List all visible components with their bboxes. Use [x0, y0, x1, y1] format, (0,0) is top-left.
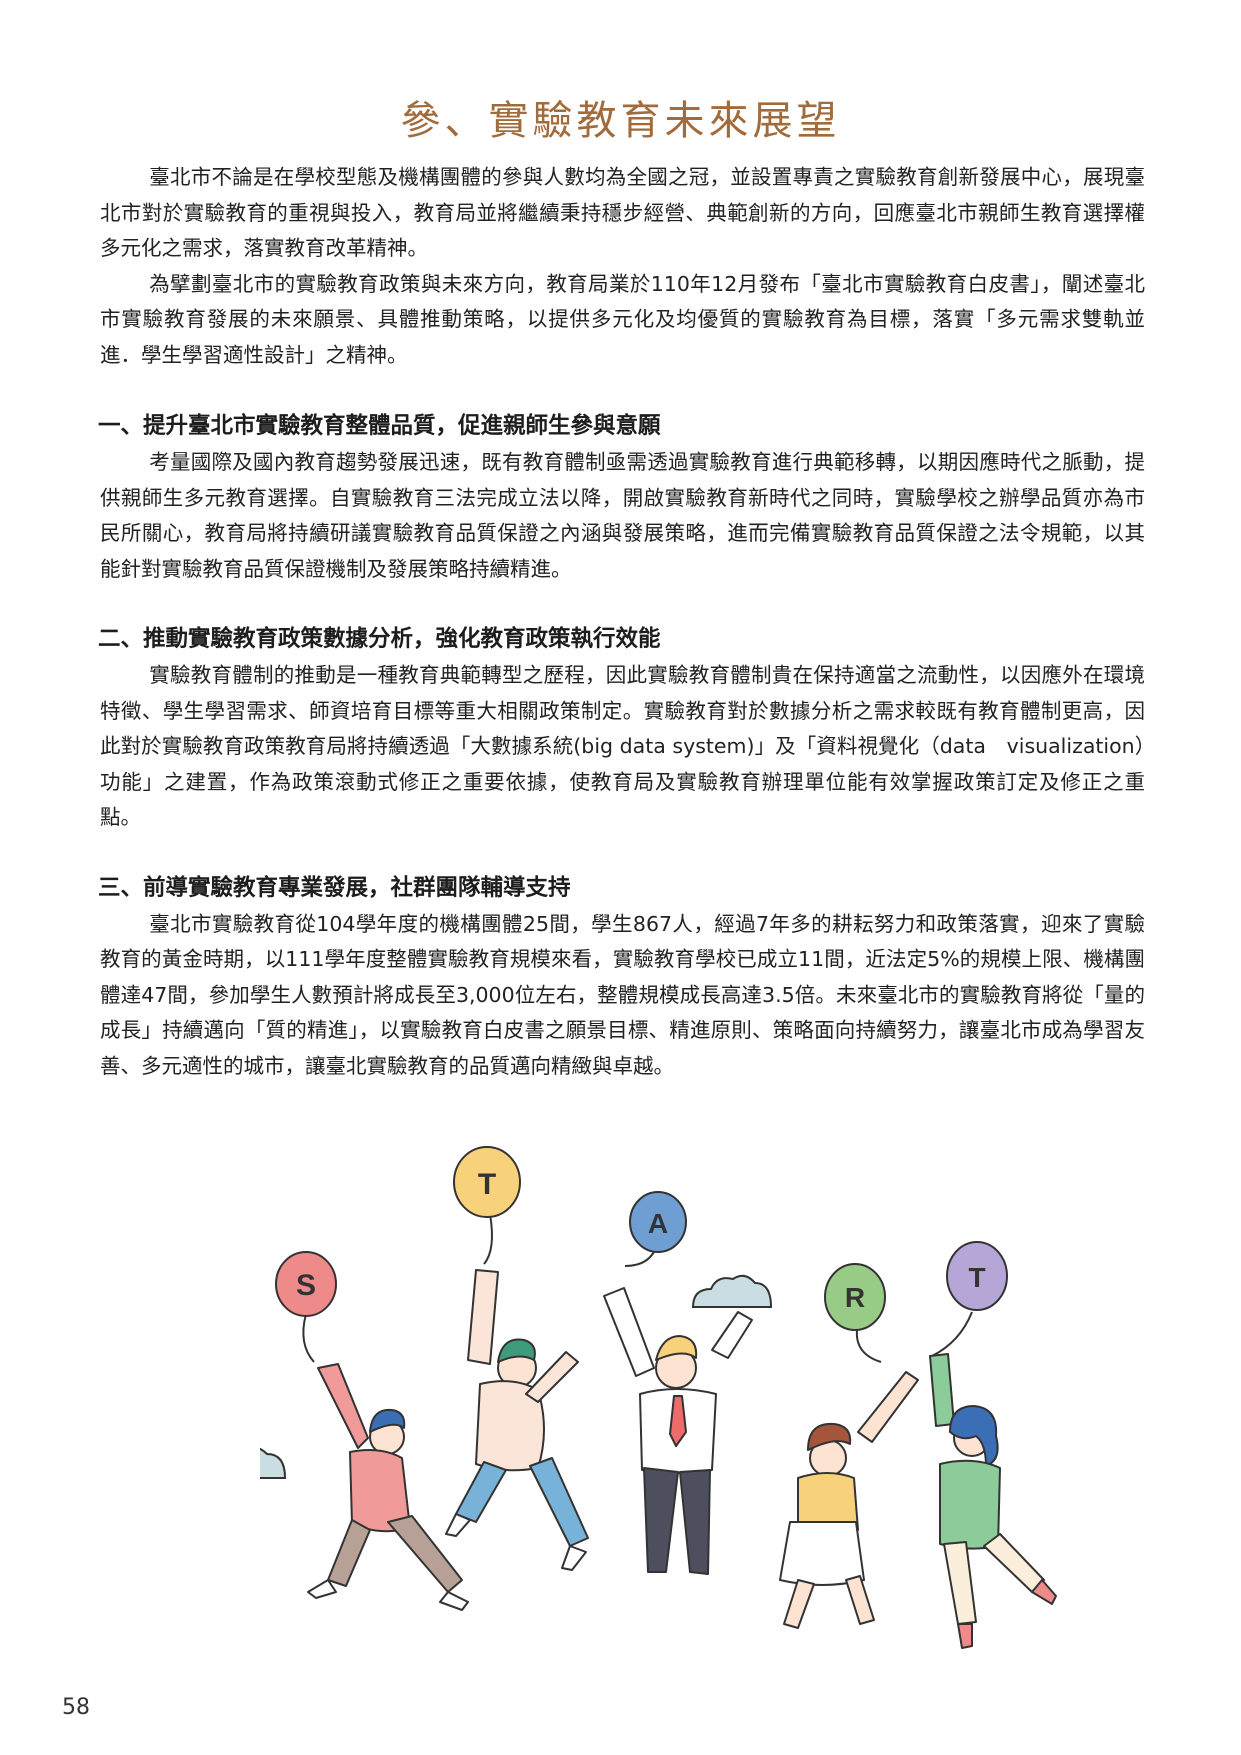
section-body-2: 實驗教育體制的推動是一種教育典範轉型之歷程，因此實驗教育體制貴在保持適當之流動性…: [100, 663, 1145, 829]
jumping-person-icon: [929, 1353, 1057, 1649]
jumping-person-icon: [445, 1269, 589, 1571]
jumping-person-icon: [603, 1287, 753, 1575]
balloon-s-icon: S: [275, 1251, 337, 1317]
intro-paragraph-2: 為擘劃臺北市的實驗教育政策與未來方向，教育局業於110年12月發布「臺北市實驗教…: [100, 271, 1145, 367]
section-heading-2: 二、推動實驗教育政策數據分析，強化教育政策執行效能: [98, 626, 661, 652]
section-heading-3: 三、前導實驗教育專業發展，社群團隊輔導支持: [98, 874, 571, 901]
intro-paragraph-1: 臺北市不論是在學校型態及機構團體的參與人數均為全國之冠，並設置專責之實驗教育創新…: [100, 165, 1145, 260]
jumping-person-icon: [307, 1363, 469, 1611]
page-title: 參、實驗教育未來展望: [400, 98, 841, 144]
section-heading-1: 一、提升臺北市實驗教育整體品質，促進親師生參與意願: [98, 413, 661, 439]
svg-text:A: A: [648, 1208, 668, 1239]
page-number: 58: [62, 1695, 90, 1720]
section-body-1: 考量國際及國內教育趨勢發展迅速，既有教育體制亟需透過實驗教育進行典範移轉，以期因…: [100, 450, 1145, 581]
cloud-icon: [260, 1447, 287, 1479]
balloon-t-icon: T: [453, 1146, 521, 1218]
section-body-3: 臺北市實驗教育從104學年度的機構團體25間，學生867人，經過7年多的耕耘努力…: [100, 911, 1145, 1078]
svg-text:R: R: [845, 1282, 865, 1313]
balloon-t2-icon: T: [946, 1241, 1008, 1311]
document-body: 臺北市不論是在學校型態及機構團體的參與人數均為全國之冠，並設置專責之實驗教育創新…: [98, 160, 1145, 1084]
cloud-icon: [691, 1274, 773, 1308]
balloon-a-icon: A: [629, 1191, 687, 1253]
start-balloons-illustration: S T A R T: [260, 1146, 1057, 1649]
svg-text:S: S: [296, 1269, 316, 1302]
svg-text:T: T: [968, 1262, 985, 1293]
jumping-person-icon: [779, 1371, 919, 1629]
svg-text:T: T: [478, 1168, 496, 1201]
balloon-r-icon: R: [824, 1263, 886, 1331]
